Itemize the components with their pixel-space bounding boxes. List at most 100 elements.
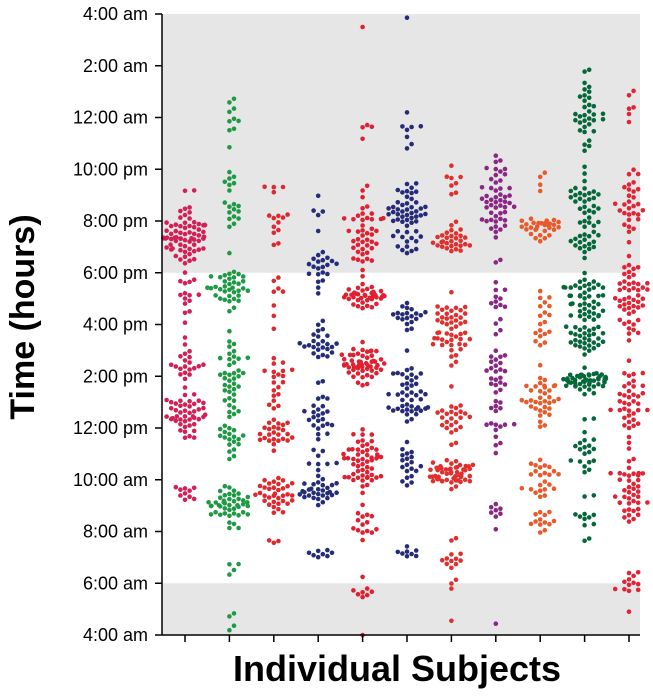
data-point (493, 219, 499, 224)
data-point (276, 495, 281, 501)
data-point (404, 451, 410, 456)
data-point (444, 411, 450, 417)
data-point (182, 310, 188, 316)
data-point (547, 400, 552, 406)
data-point (493, 377, 499, 383)
data-point (591, 118, 597, 123)
data-point (449, 552, 454, 557)
data-point (542, 520, 548, 525)
data-point (591, 210, 597, 215)
data-point (626, 224, 632, 229)
y-tick-label: 12:00 am (73, 108, 148, 128)
data-point (369, 258, 375, 263)
data-point (542, 527, 548, 533)
data-point (626, 459, 632, 464)
data-point (449, 581, 454, 586)
data-point (596, 381, 601, 387)
data-point (374, 370, 379, 376)
data-point (586, 309, 592, 315)
data-point (519, 397, 525, 403)
data-point (591, 326, 597, 332)
data-point (182, 335, 188, 340)
data-point (573, 283, 578, 288)
data-point (596, 324, 601, 330)
data-point (360, 223, 365, 228)
data-point (315, 285, 321, 290)
data-point (493, 390, 499, 395)
data-point (493, 398, 499, 404)
data-point (395, 549, 401, 555)
data-point (315, 347, 321, 353)
data-point (191, 428, 197, 434)
data-point (320, 257, 326, 263)
data-point (395, 315, 401, 321)
data-point (191, 421, 197, 427)
data-point (231, 275, 237, 280)
data-point (320, 270, 326, 275)
data-point (271, 369, 277, 375)
data-point (236, 374, 241, 379)
data-point (351, 462, 356, 467)
data-point (591, 244, 597, 250)
data-point (400, 234, 405, 240)
data-point (360, 24, 365, 30)
data-point (479, 196, 485, 201)
data-point (400, 382, 405, 388)
data-point (547, 412, 552, 418)
data-point (231, 305, 237, 311)
data-point (542, 331, 548, 337)
data-point (542, 300, 548, 305)
data-point (364, 303, 370, 309)
data-point (617, 500, 623, 506)
data-point (404, 462, 410, 468)
data-point (524, 227, 529, 232)
data-point (360, 590, 365, 595)
data-point (178, 403, 183, 409)
data-point (182, 419, 188, 424)
data-point (640, 208, 646, 213)
data-point (586, 215, 592, 220)
data-point (586, 67, 592, 73)
data-point (577, 309, 583, 314)
data-point (493, 321, 499, 326)
data-point (453, 318, 459, 323)
data-point (631, 286, 636, 291)
data-point (187, 293, 192, 298)
data-point (404, 310, 410, 316)
data-point (196, 247, 202, 252)
data-point (191, 256, 197, 262)
data-point (266, 420, 272, 426)
data-point (306, 461, 312, 466)
data-point (533, 469, 538, 474)
data-point (453, 535, 459, 541)
data-point (418, 463, 424, 469)
data-point (577, 94, 583, 99)
data-point (577, 313, 583, 319)
data-point (577, 245, 583, 251)
data-point (404, 483, 410, 488)
data-point (236, 209, 241, 214)
data-point (231, 623, 237, 628)
data-point (311, 409, 316, 415)
data-point (276, 286, 281, 291)
data-point (493, 159, 499, 165)
data-point (222, 279, 228, 284)
data-point (600, 308, 606, 314)
data-point (586, 303, 592, 308)
data-point (537, 457, 543, 463)
data-point (570, 301, 575, 306)
data-point (582, 325, 587, 330)
data-point (488, 405, 494, 411)
data-point (187, 404, 192, 409)
data-point (537, 188, 543, 194)
data-point (360, 427, 365, 432)
data-point (493, 287, 499, 293)
data-point (556, 219, 561, 225)
data-point (271, 326, 277, 332)
data-point (586, 287, 592, 292)
data-point (320, 379, 326, 384)
data-point (364, 448, 370, 453)
data-point (626, 434, 632, 440)
data-point (222, 370, 228, 376)
data-point (364, 592, 370, 598)
